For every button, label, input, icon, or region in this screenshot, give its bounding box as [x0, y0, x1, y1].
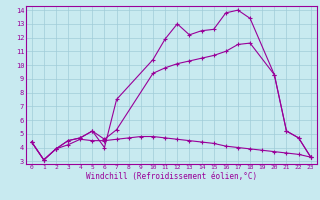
X-axis label: Windchill (Refroidissement éolien,°C): Windchill (Refroidissement éolien,°C) [86, 172, 257, 181]
